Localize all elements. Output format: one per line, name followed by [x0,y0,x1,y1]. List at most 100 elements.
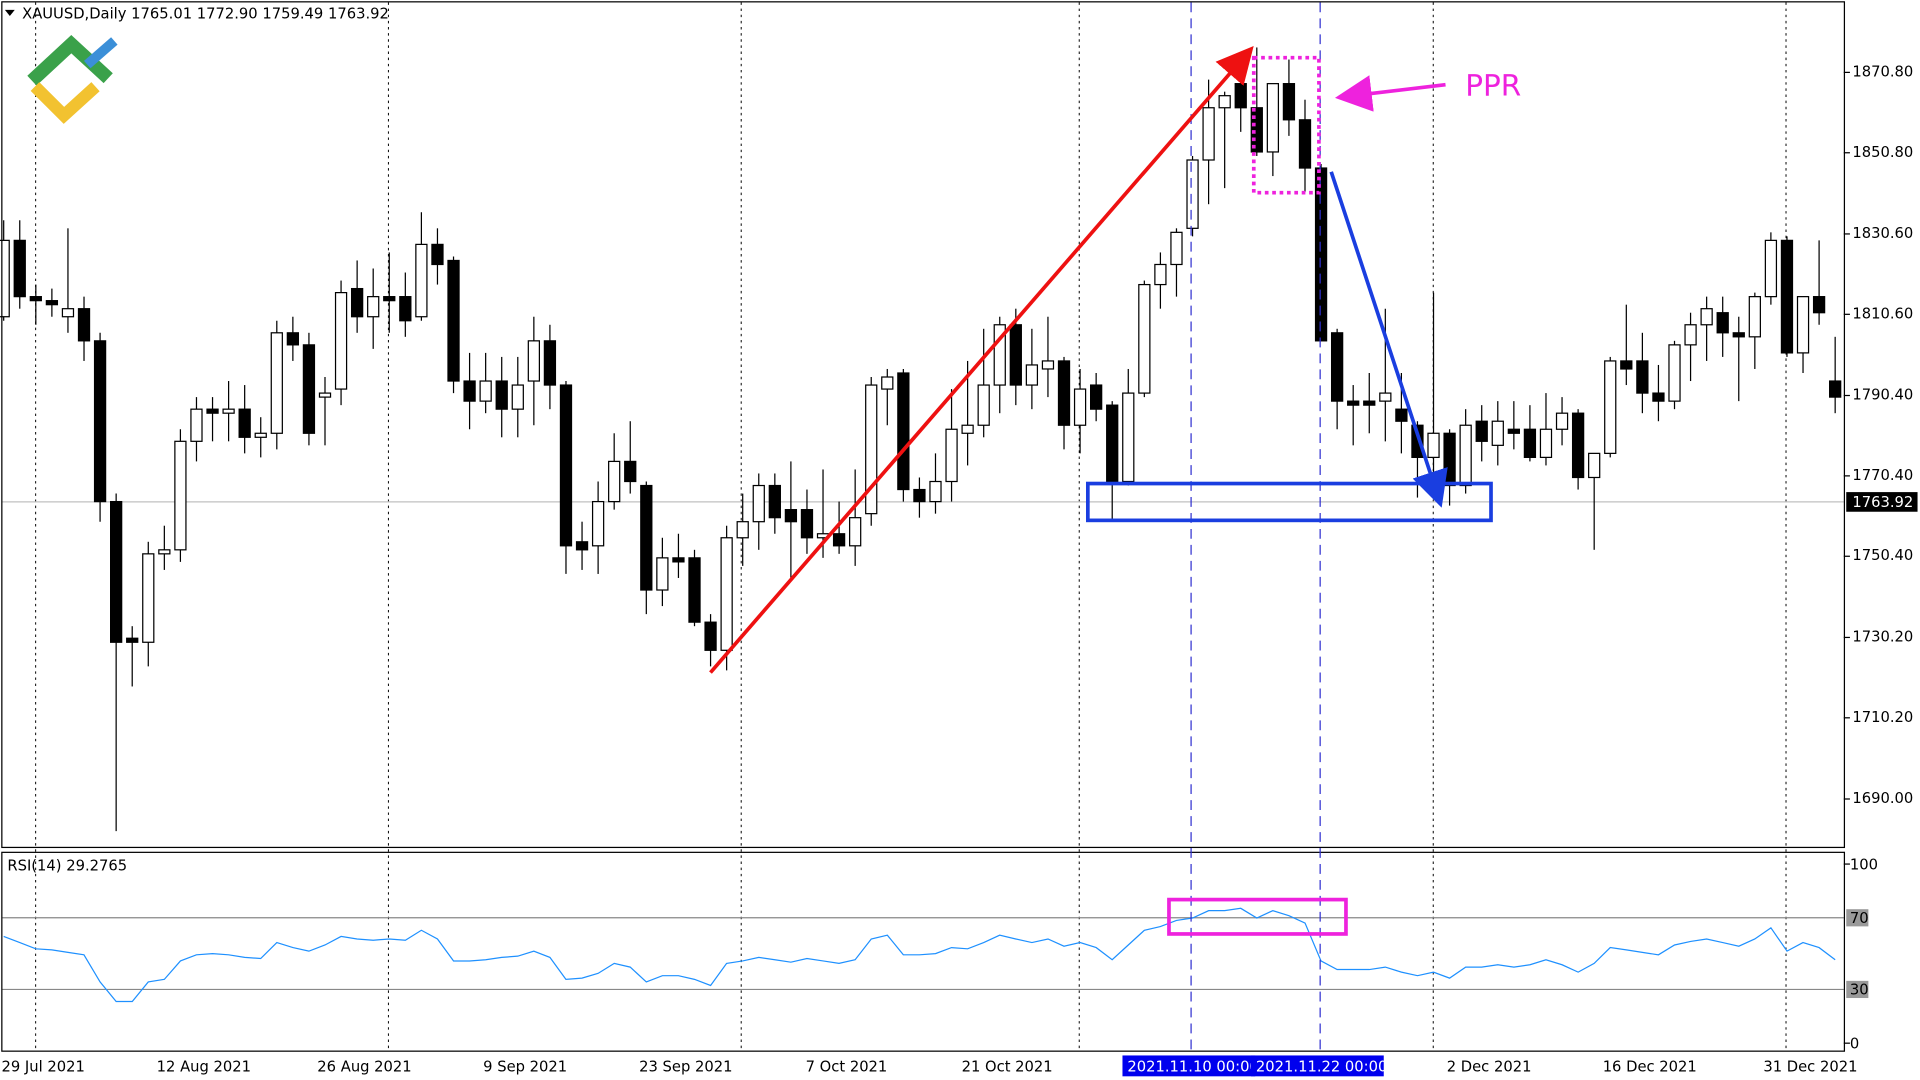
candle-body [61,308,75,318]
candle-body [1298,119,1312,169]
candle-body [1555,412,1569,430]
candle-body [1475,420,1488,442]
y-tick-label: 0 [1850,1035,1859,1052]
x-tick-label: 9 Sep 2021 [483,1059,567,1076]
candle-body [126,637,139,643]
y-tick-label: 70 [1850,910,1869,927]
candle-body [608,460,621,503]
logo-yellow [30,82,100,124]
candle-body [1057,360,1071,426]
candle-body [1668,344,1681,402]
candle-body [1218,95,1231,109]
x-tick-label: 7 Oct 2021 [806,1059,888,1076]
x-tick-label: 12 Aug 2021 [157,1059,251,1076]
candle-body [1716,312,1729,334]
candle-body [1459,424,1472,487]
candle-body [1812,296,1826,314]
logo [27,34,118,124]
candle-body [302,344,316,434]
candle-body [1764,239,1778,298]
candle-body [1282,83,1296,121]
candle-body [479,380,492,402]
y-tick-label: 1870.80 [1852,63,1913,80]
candle-body [1523,428,1537,459]
candle-body [190,408,203,442]
candle-body [1491,420,1504,446]
candle-body [624,460,637,483]
candle-body [334,292,348,390]
x-tick-label: 16 Dec 2021 [1603,1059,1697,1076]
y-tick-label: 1730.20 [1852,628,1913,645]
candle-body [1186,159,1199,229]
candle-body [1652,392,1665,402]
crosshair-date-bg [1250,1055,1384,1077]
candle-body [1138,283,1151,394]
candle-body [1363,400,1376,406]
candle-body [431,243,444,266]
candle-body [575,541,589,551]
rsi-box [1167,897,1348,936]
candle-body [897,372,910,491]
candle-body [832,533,846,547]
level-tag [1846,980,1869,999]
candle-body [559,384,573,547]
candle-body [318,392,332,398]
candle-body [1025,364,1039,386]
candle-body [1684,324,1697,346]
candle-body [367,296,380,318]
candle-body [1266,83,1280,153]
candle-body [913,488,926,503]
rsi-title: RSI(14) 29.2765 [7,857,127,874]
candle-body [881,376,894,390]
y-tick-label: 1770.40 [1852,467,1913,484]
candle-body [1539,428,1553,459]
candle-body [13,239,26,298]
candle-body [1089,384,1103,410]
candle-body [93,340,107,503]
crosshair-date-bg [1122,1055,1256,1077]
candle-body [1073,388,1087,426]
candle-body [77,308,91,342]
ppr-label: PPR [1465,69,1521,103]
candle-body [1106,404,1119,483]
candle-body [1009,324,1022,386]
candle-body [993,324,1006,386]
menu-triangle [4,9,15,16]
candle-body [1395,408,1408,422]
x-tick-label: 31 Dec 2021 [1763,1059,1857,1076]
support-box [1085,481,1493,523]
candle-body [1443,432,1456,487]
candle-body [463,380,476,402]
y-tick-label: 1750.40 [1852,547,1913,564]
candle-body [656,557,669,591]
candle-body [206,408,219,414]
candle-body [1170,231,1183,266]
candle-body [720,537,733,651]
y-tick-label: 1810.60 [1852,305,1913,322]
y-tick-label: 1830.60 [1852,225,1913,242]
candle-body [399,296,412,322]
candle-body [1314,167,1328,342]
candle-body [1507,428,1520,434]
candle-body [1202,107,1215,161]
candle-body [495,380,508,410]
candle-body [1347,400,1360,406]
y-tick-label: 1790.40 [1852,387,1913,404]
y-tick-label: 1690.00 [1852,790,1913,807]
candle-body [1748,296,1761,338]
candle-body [768,484,781,519]
candle-body [800,509,814,539]
trend-arrow-down [1329,171,1448,508]
ppr-box [1251,55,1321,195]
x-tick-label: 21 Oct 2021 [962,1059,1053,1076]
candle-body [350,287,364,318]
chart-layer: 1870.80 1850.80 1830.60 1810.60 1790.40 1770.… [0,47,1918,1077]
candle-body [640,484,653,591]
candle-body [45,300,59,306]
candle-body [1636,360,1649,394]
candle-body [270,332,283,434]
candle-body [254,432,267,438]
